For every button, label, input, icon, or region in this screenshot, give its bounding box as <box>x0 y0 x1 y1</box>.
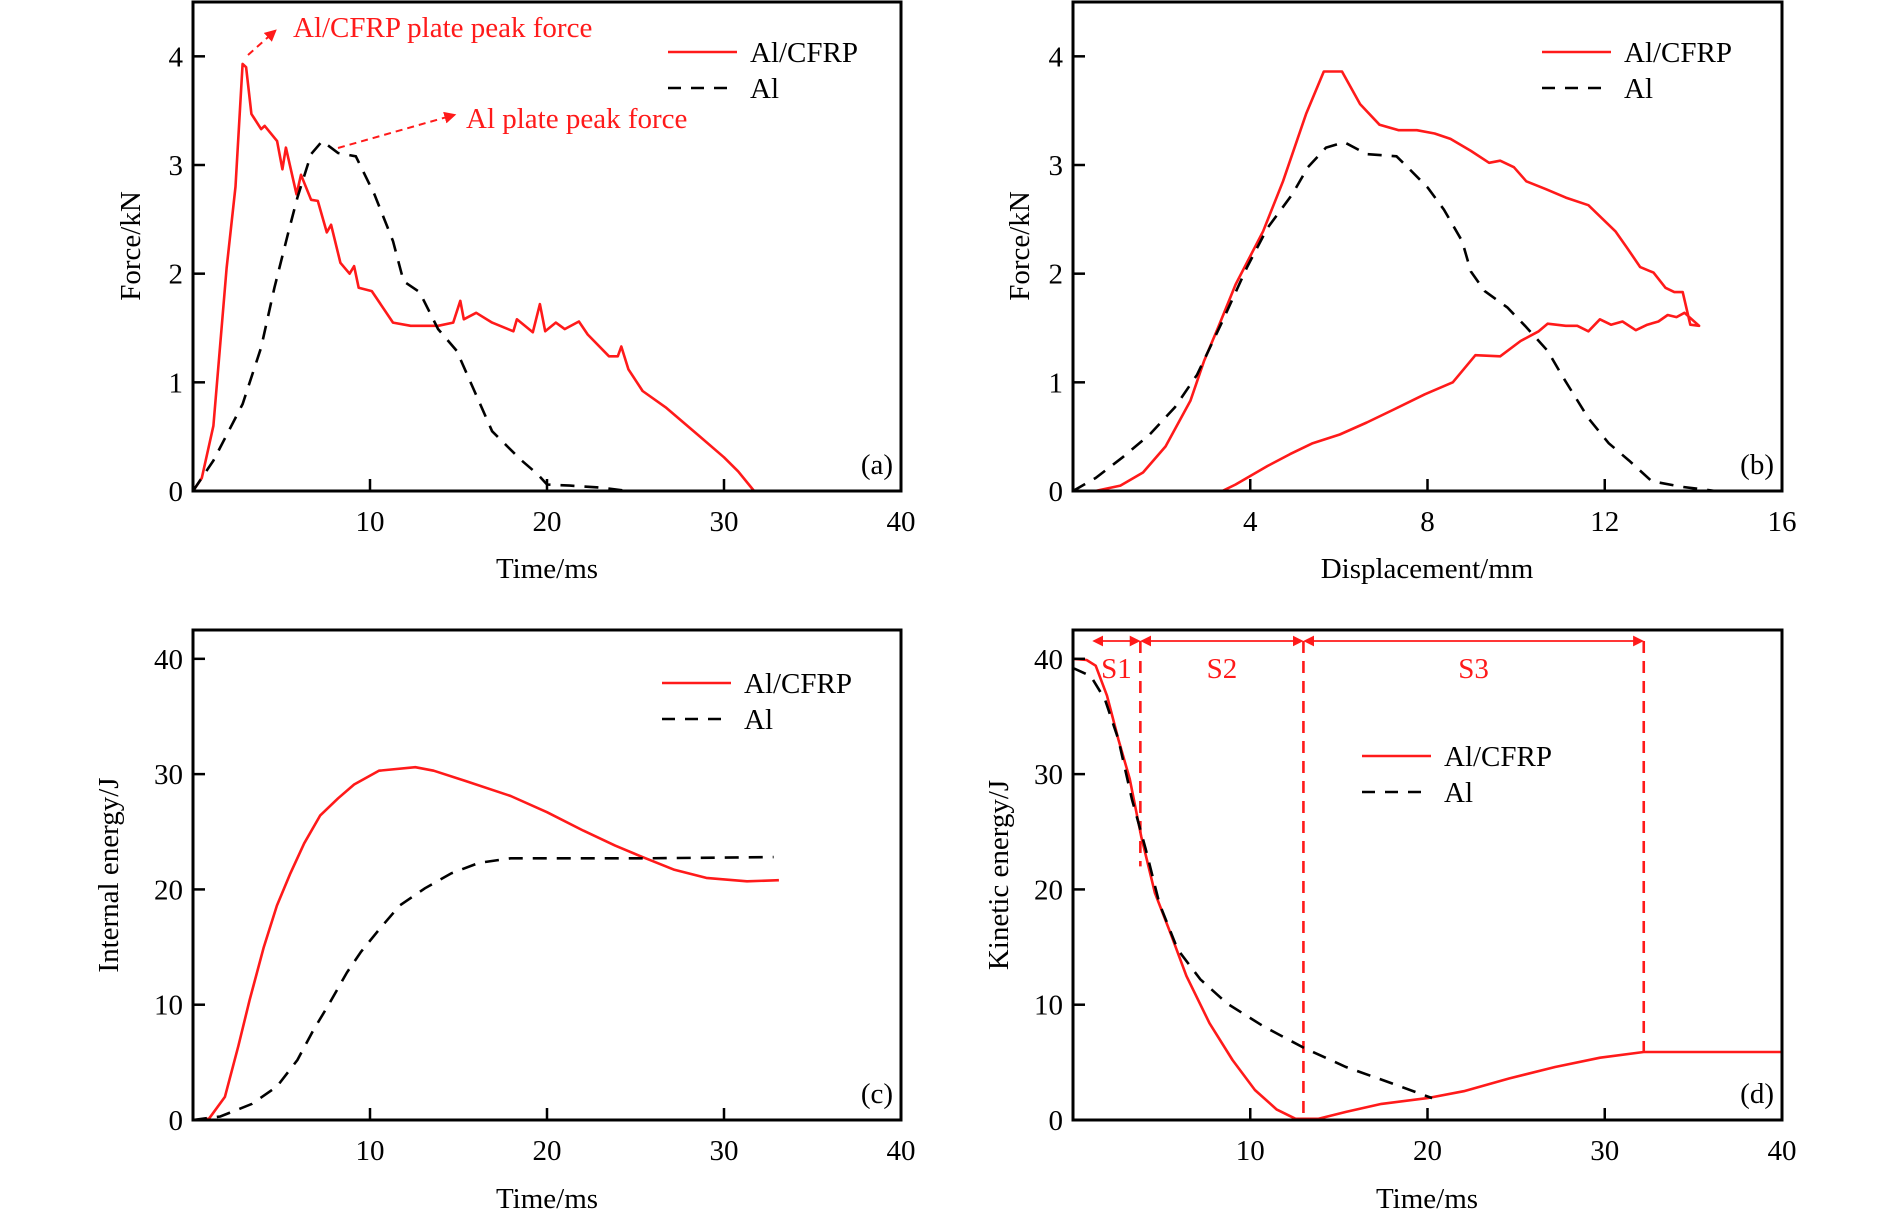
panel-a-xlabel: Time/ms <box>496 553 598 585</box>
panel-d-ytick-label: 30 <box>1034 759 1063 791</box>
panel-c-xtick-label: 30 <box>710 1135 739 1167</box>
panel-c-series-al-cfrp <box>192 765 779 1122</box>
panel-a-ytick-label: 4 <box>169 41 184 73</box>
panel-c-xtick-label: 40 <box>887 1135 916 1167</box>
panel-a-series <box>191 62 756 493</box>
panel-c-series-al <box>192 855 774 1122</box>
panel-a-frame <box>191 0 903 493</box>
panel-a-ylabel: Force/kN <box>115 191 147 301</box>
panel-c-tag: (c) <box>861 1078 893 1110</box>
panel-a-xtick-label: 20 <box>533 506 562 538</box>
panel-b-ytick-label: 1 <box>1049 367 1064 399</box>
panel-b-ytick-label: 0 <box>1049 476 1064 508</box>
panel-d-stages: S1 S2 S3 <box>1092 635 1646 1120</box>
panel-c-xlabel: Time/ms <box>496 1183 598 1214</box>
legend-label-al: Al <box>1624 73 1653 105</box>
panel-d-xtick-label: 20 <box>1413 1135 1442 1167</box>
panel-a-series-al <box>191 139 629 493</box>
panel-b-series-al <box>1072 140 1743 493</box>
panel-d-ytick-label: 10 <box>1034 990 1063 1022</box>
panel-b-xtick-label: 8 <box>1420 506 1435 538</box>
panel-c-ytick-label: 10 <box>154 990 183 1022</box>
panel-c-ylabel: Internal energy/J <box>93 777 125 972</box>
panel-b-xtick-label: 4 <box>1243 506 1258 538</box>
panel-d-series <box>1072 657 1782 1121</box>
panel-c-series <box>192 765 779 1122</box>
panel-a-ytick-label: 3 <box>169 150 184 182</box>
panel-b-xtick-label: 16 <box>1768 506 1797 538</box>
panel-c-xtick-label: 10 <box>356 1135 385 1167</box>
stage-label-s3: S3 <box>1458 653 1489 685</box>
panel-b-frame <box>1071 0 1784 493</box>
panel-a-annotations: Al/CFRP plate peak force Al plate peak f… <box>247 12 687 149</box>
panel-c-ticks: 10 20 30 40 0 10 20 30 40 <box>154 644 916 1167</box>
stage-label-s1: S1 <box>1101 653 1132 685</box>
panel-d-xtick-label: 30 <box>1590 1135 1619 1167</box>
panel-c-ytick-label: 0 <box>169 1105 184 1137</box>
panel-c-frame <box>191 628 903 1122</box>
panel-b-xtick-label: 12 <box>1590 506 1619 538</box>
panel-a-tag: (a) <box>861 449 893 481</box>
panel-d-xtick-label: 40 <box>1768 1135 1797 1167</box>
panel-d-legend: Al/CFRP Al <box>1362 741 1552 809</box>
panel-a-xtick-label: 40 <box>887 506 916 538</box>
panel-d-ytick-label: 0 <box>1049 1105 1064 1137</box>
legend-label-al: Al <box>1444 777 1473 809</box>
annotation-al-peak: Al plate peak force <box>466 103 687 135</box>
panel-b-legend: Al/CFRP Al <box>1542 37 1732 105</box>
panel-a-ticks: 10 20 30 40 0 1 2 3 4 <box>169 41 916 538</box>
annotation-arrow-al-peak <box>337 111 457 149</box>
panel-b-ylabel: Force/kN <box>1004 191 1036 301</box>
panel-b-tag: (b) <box>1740 449 1774 481</box>
annotation-arrow-al-cfrp-peak <box>247 29 277 56</box>
legend-label-al-cfrp: Al/CFRP <box>750 37 858 69</box>
legend-label-al: Al <box>750 73 779 105</box>
panel-a-series-al-cfrp <box>191 62 756 492</box>
panel-d-tag: (d) <box>1740 1078 1774 1110</box>
panel-a-ytick-label: 1 <box>169 367 184 399</box>
panel-c-internal-energy: 10 20 30 40 0 10 20 30 40 Time/ms Internal energ… <box>93 628 916 1214</box>
panel-b-ytick-label: 3 <box>1049 150 1064 182</box>
panel-a-force-time: 10 20 30 40 0 1 2 3 4 Time/ms Force/kN (a) Al/CF… <box>115 0 916 585</box>
stage-label-s2: S2 <box>1207 653 1238 685</box>
annotation-al-cfrp-peak: Al/CFRP plate peak force <box>293 12 592 44</box>
panel-c-ytick-label: 40 <box>154 644 183 676</box>
panel-b-ytick-label: 2 <box>1049 259 1064 291</box>
panel-b-xlabel: Displacement/mm <box>1321 553 1534 585</box>
panel-c-legend: Al/CFRP Al <box>662 668 852 736</box>
panel-d-series-al <box>1072 666 1433 1100</box>
panel-c-ytick-label: 30 <box>154 759 183 791</box>
panel-d-ticks: 10 20 30 40 0 10 20 30 40 <box>1034 644 1797 1167</box>
panel-d-xtick-label: 10 <box>1236 1135 1265 1167</box>
panel-d-kinetic-energy: S1 S2 S3 10 20 30 40 0 10 20 30 40 Time/ms Kinetic… <box>983 628 1797 1214</box>
panel-d-frame <box>1071 628 1784 1122</box>
panel-a-ytick-label: 0 <box>169 476 184 508</box>
panel-c-ytick-label: 20 <box>154 874 183 906</box>
panel-d-xlabel: Time/ms <box>1376 1183 1478 1214</box>
legend-label-al-cfrp: Al/CFRP <box>744 668 852 700</box>
panel-d-ytick-label: 40 <box>1034 644 1063 676</box>
panel-d-series-al-cfrp <box>1072 657 1782 1121</box>
panel-c-xtick-label: 20 <box>533 1135 562 1167</box>
legend-label-al: Al <box>744 704 773 736</box>
panel-a-xtick-label: 30 <box>710 506 739 538</box>
panel-a-legend: Al/CFRP Al <box>668 37 858 105</box>
panel-b-series <box>1072 70 1743 493</box>
panel-d-ytick-label: 20 <box>1034 874 1063 906</box>
panel-a-ytick-label: 2 <box>169 259 184 291</box>
panel-d-ylabel: Kinetic energy/J <box>983 780 1015 970</box>
legend-label-al-cfrp: Al/CFRP <box>1624 37 1732 69</box>
panel-b-series-al-cfrp <box>1073 70 1701 493</box>
legend-label-al-cfrp: Al/CFRP <box>1444 741 1552 773</box>
panel-b-ytick-label: 4 <box>1049 41 1064 73</box>
panel-a-xtick-label: 10 <box>356 506 385 538</box>
